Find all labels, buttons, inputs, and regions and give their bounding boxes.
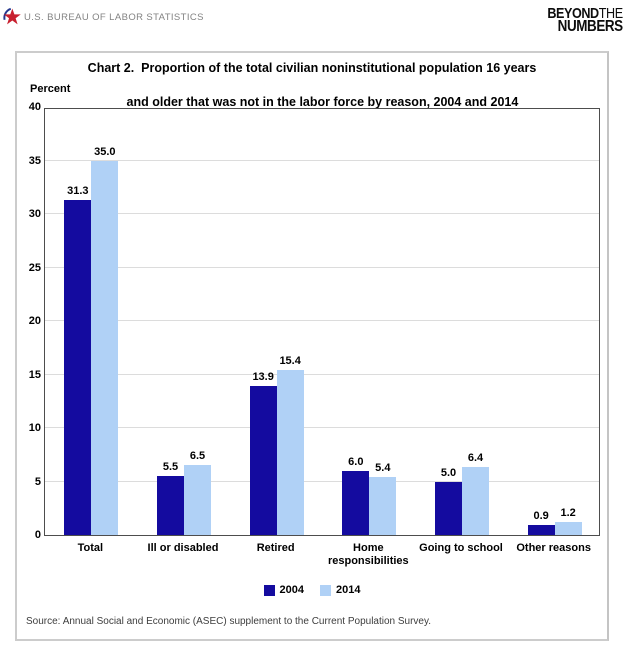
chart-title: Chart 2. Proportion of the total civilia… bbox=[17, 60, 607, 111]
bar-2014-other-reasons bbox=[554, 522, 582, 535]
bar-2014-ill-or-disabled bbox=[184, 465, 211, 535]
x-category-label: Retired bbox=[256, 542, 295, 554]
bar-value-label: 5.5 bbox=[162, 461, 179, 474]
legend-label-2014: 2014 bbox=[336, 584, 361, 596]
gridline bbox=[45, 480, 599, 482]
gridline bbox=[45, 373, 599, 375]
bar-2004-going-to-school bbox=[435, 481, 462, 535]
bar-2004-ill-or-disabled bbox=[157, 476, 184, 535]
y-tick-label: 35 bbox=[28, 154, 41, 167]
y-tick-label: 30 bbox=[28, 208, 41, 220]
logo-beyond: BEYOND bbox=[547, 5, 600, 22]
bar-value-label: 6.5 bbox=[189, 450, 206, 463]
bar-value-label: 1.2 bbox=[560, 507, 576, 520]
bar-value-label: 6.4 bbox=[467, 451, 484, 464]
bar-2014-retired bbox=[276, 370, 304, 535]
plot-area: 31.3 35.0 5.5 6.5 13.9 15.4 6.0 5.4 5.0 6.4 0.9 1.2 bbox=[44, 108, 600, 536]
bar-value-label: 13.9 bbox=[252, 371, 274, 384]
bar-2014-home-responsibilities bbox=[369, 477, 397, 535]
chart-title-line1: Chart 2. Proportion of the total civilia… bbox=[87, 61, 537, 75]
beyond-the-numbers-logo: BEYONDTHE NUMBERS bbox=[547, 5, 623, 35]
bar-value-label: 31.3 bbox=[67, 185, 89, 198]
gridline bbox=[45, 159, 599, 161]
bar-value-label: 35.0 bbox=[94, 145, 116, 158]
bar-2014-going-to-school bbox=[462, 466, 489, 535]
bar-2004-retired bbox=[249, 386, 277, 535]
x-category-label: Ill or disabled bbox=[147, 542, 219, 554]
gridline bbox=[45, 320, 599, 321]
legend-item-2014: 2014 bbox=[320, 584, 360, 596]
chart-box: Chart 2. Proportion of the total civilia… bbox=[15, 51, 609, 641]
y-axis-title: Percent bbox=[30, 83, 71, 95]
agency-name: U.S. BUREAU OF LABOR STATISTICS bbox=[24, 11, 204, 23]
y-tick-label: 15 bbox=[28, 368, 41, 381]
x-category-label: Going to school bbox=[419, 542, 503, 554]
logo-the: THE bbox=[599, 5, 623, 22]
chart-title-line2: and older that was not in the labor forc… bbox=[126, 95, 519, 109]
logo-line2: NUMBERS bbox=[557, 18, 623, 35]
y-tick-label: 10 bbox=[28, 422, 41, 434]
legend-swatch-2014 bbox=[320, 584, 331, 596]
bar-2004-other-reasons bbox=[527, 525, 555, 535]
gridline bbox=[45, 266, 599, 268]
logo-line1: BEYONDTHE bbox=[547, 5, 623, 22]
y-tick-label: 20 bbox=[28, 315, 41, 327]
bar-value-label: 5.4 bbox=[375, 462, 391, 475]
bar-value-label: 6.0 bbox=[348, 455, 364, 468]
bar-2004-home-responsibilities bbox=[342, 470, 370, 535]
y-tick-label: 25 bbox=[28, 261, 41, 274]
y-tick-label: 40 bbox=[28, 101, 41, 113]
bls-star-icon bbox=[2, 7, 22, 26]
bar-value-label: 5.0 bbox=[440, 466, 457, 479]
x-category-label: Home responsibilities bbox=[327, 542, 409, 567]
legend-label-2004: 2004 bbox=[279, 584, 304, 596]
x-category-label: Other reasons bbox=[516, 542, 591, 554]
masthead: U.S. BUREAU OF LABOR STATISTICS bbox=[2, 4, 204, 28]
source-note: Source: Annual Social and Economic (ASEC… bbox=[26, 616, 432, 627]
bar-value-label: 15.4 bbox=[279, 355, 301, 368]
legend-swatch-2004 bbox=[263, 584, 275, 596]
bar-2014-total bbox=[91, 160, 119, 535]
x-axis: Total Ill or disabled Retired Home responsi… bbox=[44, 542, 600, 576]
gridline bbox=[45, 427, 599, 428]
bar-2004-total bbox=[64, 200, 92, 535]
y-tick-label: 0 bbox=[34, 529, 41, 541]
bar-value-label: 0.9 bbox=[533, 510, 549, 523]
y-tick-label: 5 bbox=[34, 475, 41, 488]
legend: 2004 2014 bbox=[17, 584, 607, 596]
x-category-label: Total bbox=[77, 542, 104, 554]
legend-item-2004: 2004 bbox=[263, 584, 304, 596]
gridline bbox=[45, 213, 599, 214]
